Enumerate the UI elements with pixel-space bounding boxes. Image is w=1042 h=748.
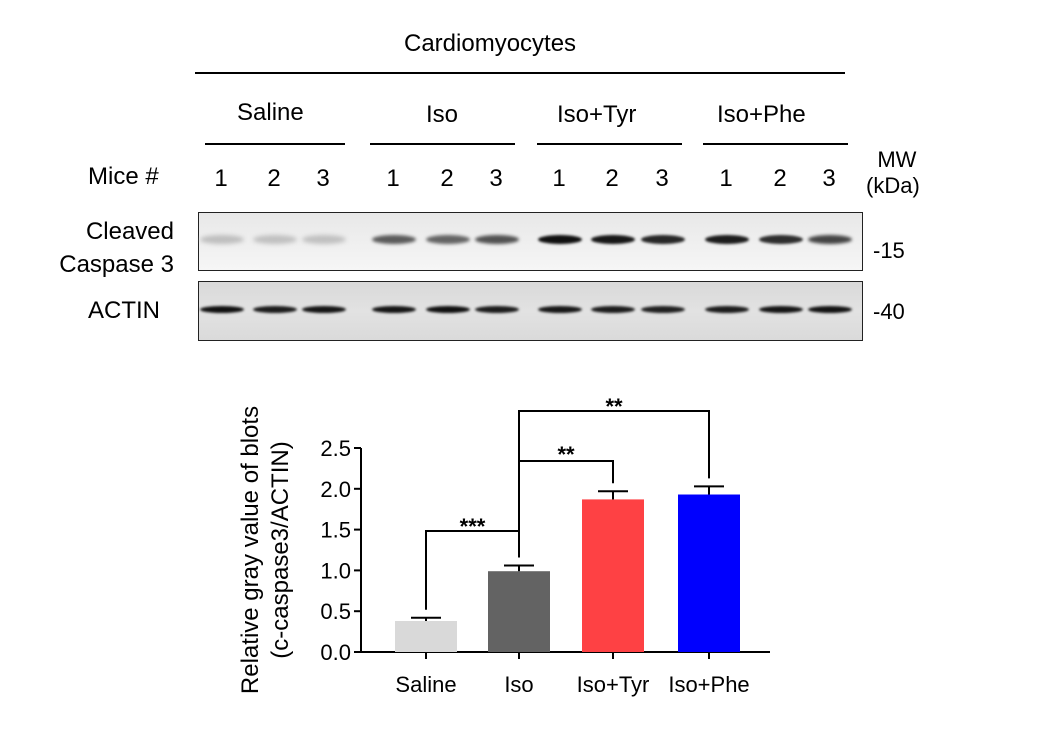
blot-band: [302, 306, 346, 313]
group-underline-iso-tyr: [537, 143, 682, 145]
blot-band: [426, 235, 470, 244]
blot-band: [475, 235, 519, 244]
mw-label: MW (kDa): [866, 147, 920, 199]
group-underline-iso: [370, 143, 515, 145]
y-tick-label: 0.0: [320, 640, 351, 665]
lane-number: 1: [719, 165, 733, 192]
lane-number: 3: [316, 165, 330, 192]
group-label-saline: Saline: [237, 99, 304, 126]
blot1-mw-marker: -15: [873, 238, 905, 263]
blot-band: [538, 306, 582, 313]
blot-band: [253, 306, 297, 313]
blot-band: [759, 306, 803, 313]
x-tick-label: Iso: [504, 672, 533, 697]
x-tick-label: Iso+Phe: [668, 672, 749, 697]
bar: [678, 494, 740, 652]
blot-band: [705, 306, 749, 313]
lane-number: 1: [214, 165, 228, 192]
blot-band: [591, 306, 635, 313]
significance-label: ***: [460, 514, 486, 539]
significance-label: **: [605, 394, 623, 419]
blot-band: [641, 235, 685, 244]
blot-band: [200, 306, 244, 313]
lane-number: 2: [773, 165, 787, 192]
significance-bracket: [518, 410, 710, 558]
lane-number: 3: [655, 165, 669, 192]
group-label-iso-tyr: Iso+Tyr: [557, 101, 637, 128]
x-tick-label: Iso+Tyr: [577, 672, 650, 697]
y-tick-label: 1.5: [320, 518, 351, 543]
lane-number: 2: [440, 165, 454, 192]
significance-label: **: [557, 442, 575, 467]
blot-band: [641, 306, 685, 313]
group-label-iso-phe: Iso+Phe: [717, 101, 806, 128]
bar: [582, 499, 644, 652]
x-tick-label: Saline: [395, 672, 456, 697]
cell-type-title: Cardiomyocytes: [404, 30, 577, 57]
blot-band: [591, 235, 635, 244]
lane-number: 2: [605, 165, 619, 192]
blot1-label: Cleaved Caspase 3: [38, 215, 174, 281]
blot-band: [808, 306, 852, 313]
blot-band: [302, 235, 346, 244]
y-axis-label-line1: Relative gray value of blots: [237, 406, 264, 694]
lane-number: 3: [489, 165, 503, 192]
blot-band: [200, 235, 244, 244]
mice-label: Mice #: [88, 163, 159, 190]
bar: [395, 620, 457, 652]
mw-label-line2: (kDa): [866, 173, 920, 198]
blot-band: [538, 235, 582, 244]
blot-band: [475, 306, 519, 313]
blot2-label: ACTIN: [88, 297, 160, 324]
lane-number: 1: [386, 165, 400, 192]
title-underline: [195, 72, 845, 74]
group-underline-iso-phe: [703, 143, 848, 145]
group-label-iso: Iso: [426, 101, 459, 128]
y-tick-label: 0.5: [320, 599, 351, 624]
blot-band: [253, 235, 297, 244]
y-tick-label: 1.0: [320, 558, 351, 583]
y-tick-label: 2.0: [320, 477, 351, 502]
blot-band: [705, 235, 749, 244]
blot-band: [808, 235, 852, 244]
actin-blot: [198, 281, 863, 341]
blot2-mw-marker: -40: [873, 299, 905, 324]
blot1-label-line1: Cleaved: [85, 218, 174, 245]
mw-label-line1: MW: [877, 147, 917, 172]
group-underline-saline: [205, 143, 345, 145]
blot-band: [372, 306, 416, 313]
blot-band: [759, 235, 803, 244]
y-axis-label-line2: (c-caspase3/ACTIN): [267, 441, 294, 658]
blot1-label-line2: Caspase 3: [59, 251, 174, 278]
y-tick-label: 2.5: [320, 436, 351, 461]
lane-number: 1: [552, 165, 566, 192]
cleaved-caspase3-blot: [198, 212, 863, 271]
lane-number: 2: [267, 165, 281, 192]
blot-band: [372, 235, 416, 244]
lane-number: 3: [822, 165, 836, 192]
blot-band: [426, 306, 470, 313]
bar: [488, 571, 550, 652]
